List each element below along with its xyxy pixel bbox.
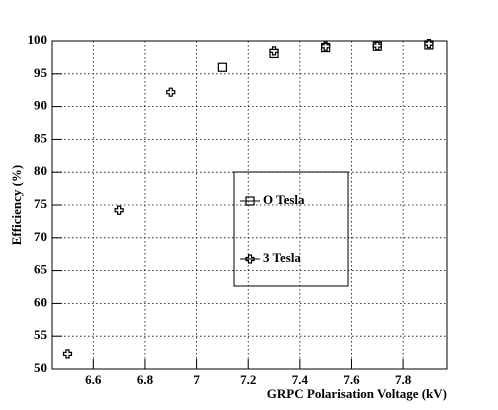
y-tick-label: 90 [34,98,47,113]
y-axis-label: Efficiency (%) [9,165,24,246]
marker-cross [424,39,434,49]
y-tick-label: 70 [34,229,47,244]
legend-box [233,171,349,287]
legend-label: 3 Tesla [263,250,301,265]
y-tick-label: 75 [34,196,48,211]
marker-square [269,48,279,59]
marker-cross [372,40,382,51]
y-tick-label: 95 [34,65,48,80]
x-tick-label: 7.4 [292,372,309,387]
marker-cross [321,41,331,51]
x-tick-label: 7.6 [343,372,360,387]
legend-marker [245,196,255,206]
marker-cross [62,349,73,359]
y-tick-label: 65 [34,262,48,277]
x-axis-label: GRPC Polarisation Voltage (kV) [267,386,447,401]
x-tick-label: 7 [193,372,200,387]
y-tick-label: 50 [34,360,47,375]
x-tick-label: 6.6 [85,372,102,387]
marker-square [217,62,227,72]
x-tick-label: 7.2 [240,372,256,387]
marker-cross [166,87,176,97]
y-tick-label: 55 [34,327,48,342]
x-tick-label: 6.8 [137,372,154,387]
x-tick-label: 7.8 [395,372,412,387]
marker-cross [114,205,124,215]
legend-marker [245,254,255,264]
y-tick-label: 80 [34,163,47,178]
legend-label: O Tesla [263,192,305,207]
marker-cross [269,46,279,56]
y-tick-label: 60 [34,294,47,309]
y-tick-label: 100 [28,32,48,47]
y-tick-label: 85 [34,130,48,145]
